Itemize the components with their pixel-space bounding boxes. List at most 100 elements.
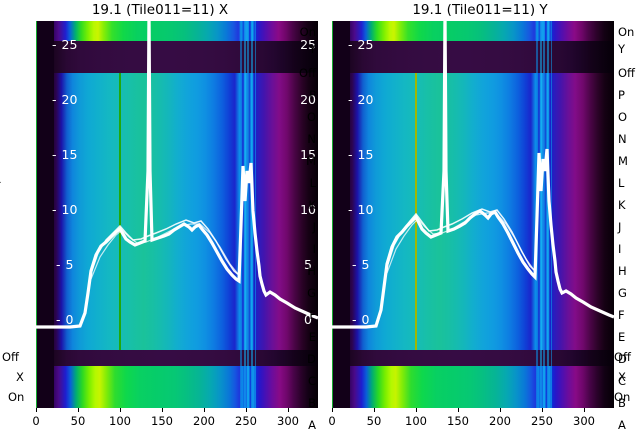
x-tick-label: 250 (531, 414, 553, 428)
x-tick-label: 300 (277, 414, 299, 428)
y-tick-5: - 5 (56, 257, 74, 272)
marker-column-yellow (415, 73, 417, 350)
dipole-label-p: P (618, 88, 625, 102)
y-tick-5: - 5 (352, 257, 370, 272)
x-tick-mark (36, 408, 37, 412)
y-axis-label: Dipole (0, 159, 1, 196)
dipole-label-a: A (618, 418, 626, 432)
dipole-label-y: Y (308, 42, 316, 56)
x-tick-label: 50 (366, 414, 382, 428)
y-tick-right-15: 15 (300, 147, 316, 162)
x-tick-mark (500, 408, 501, 412)
heatmap-band-main (332, 73, 614, 350)
dipole-label-c: C (618, 374, 627, 388)
panel-x: 19.1 (Tile011=11) X Dipole - 25 - 20 - 1 (0, 2, 320, 440)
y-tick-20: - 20 (52, 92, 78, 107)
heatmap-left-margin (36, 21, 55, 408)
y-tick-right-10: 10 (300, 202, 316, 217)
x-tick-mark (120, 408, 121, 412)
dipole-label-m: M (306, 154, 316, 168)
x-tick-mark (288, 408, 289, 412)
dipole-label-c: C (307, 374, 316, 388)
amplitude-trace-x (36, 21, 318, 329)
dipole-label-e: E (618, 330, 626, 344)
dipole-label-on-top: On (299, 25, 316, 39)
dipole-label-l: L (309, 176, 316, 190)
dipole-label-k: K (308, 198, 316, 212)
dipole-label-p: P (309, 88, 316, 102)
panel-y: 19.1 (Tile011=11) Y - 25 - 20 - 15 - 10 (320, 0, 640, 440)
x-tick-label: 300 (573, 414, 595, 428)
dipole-label-b: B (308, 396, 316, 410)
dipole-label-x-right: X (618, 370, 626, 384)
x-tick-mark (246, 408, 247, 412)
heatmap-band-bottom (332, 366, 614, 408)
y-tick-right-25: 25 (300, 37, 316, 52)
x-tick-label: 150 (151, 414, 173, 428)
dipole-label-b: B (618, 396, 626, 410)
dipole-label-d: D (618, 352, 627, 366)
heatmap-edge-line (36, 21, 37, 408)
marker-column-green (119, 73, 121, 350)
x-tick-mark (332, 408, 333, 412)
heatmap-edge-line (332, 21, 333, 408)
dipole-label-e: E (308, 330, 316, 344)
heatmap-band-gap-upper (332, 41, 614, 74)
heatmap-y (332, 21, 614, 408)
x-axis-left: 0 50 100 150 200 250 300 (0, 408, 320, 440)
x-tick-label: 100 (405, 414, 427, 428)
rfi-stripe (246, 21, 250, 408)
dipole-label-off-bottom-right: Off (614, 350, 631, 364)
rfi-stripe (547, 21, 550, 408)
y-tick-25: - 25 (348, 37, 374, 52)
x-tick-mark (584, 408, 585, 412)
rfi-stripe (243, 21, 246, 408)
dipole-label-j: J (618, 220, 622, 234)
panel-title-y: 19.1 (Tile011=11) Y (412, 2, 548, 18)
x-tick-mark (78, 408, 79, 412)
dipole-label-g: G (307, 286, 316, 300)
heatmap-band-main (36, 73, 318, 350)
y-tick-0: - 0 (352, 312, 370, 327)
dipole-label-on-bottom-left: On (8, 390, 25, 404)
dipole-label-n: N (618, 132, 627, 146)
panel-title-x: 19.1 (Tile011=11) X (91, 2, 229, 18)
dipole-label-f: F (618, 308, 625, 322)
x-tick-label: 250 (235, 414, 257, 428)
dipole-label-h: H (618, 264, 627, 278)
rfi-stripe (542, 21, 546, 408)
y-tick-15: - 15 (348, 147, 374, 162)
dipole-label-j: J (312, 220, 316, 234)
y-tick-0: - 0 (56, 312, 74, 327)
dipole-label-o: O (306, 110, 316, 124)
x-tick-label: 200 (489, 414, 511, 428)
dipole-label-on-top: On (618, 25, 635, 39)
dipole-label-g: G (618, 286, 627, 300)
x-tick-mark (542, 408, 543, 412)
x-tick-mark (162, 408, 163, 412)
dipole-label-f: F (309, 308, 316, 322)
rfi-stripe (254, 21, 257, 408)
x-tick-label: 150 (447, 414, 469, 428)
dipole-label-off-top: Off (618, 66, 635, 80)
dipole-label-d: D (307, 352, 316, 366)
x-tick-mark (204, 408, 205, 412)
dipole-label-i: I (312, 242, 316, 256)
amplitude-trace-y (332, 21, 614, 329)
y-tick-20: - 20 (348, 92, 374, 107)
dipole-label-o: O (618, 110, 628, 124)
x-tick-label: 200 (193, 414, 215, 428)
x-axis-right: 0 50 100 150 200 250 300 (320, 408, 640, 440)
dipole-label-y: Y (618, 42, 626, 56)
plot-area-y: - 25 - 20 - 15 - 10 - 5 - 0 (332, 21, 614, 408)
y-tick-10: - 10 (52, 202, 78, 217)
x-tick-mark (416, 408, 417, 412)
y-tick-10: - 10 (348, 202, 374, 217)
dipole-label-n: N (307, 132, 316, 146)
x-tick-label: 0 (328, 414, 336, 428)
y-tick-right-5: 5 (304, 257, 312, 272)
dipole-label-i: I (618, 242, 622, 256)
x-tick-label: 50 (70, 414, 86, 428)
dipole-label-off-bottom-left: Off (2, 350, 19, 364)
